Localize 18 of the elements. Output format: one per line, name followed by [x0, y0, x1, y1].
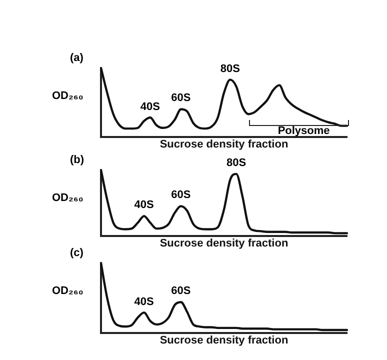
- annotation: 80S: [220, 62, 240, 75]
- annotation: 40S: [140, 100, 160, 113]
- annotation: Polysome: [278, 124, 330, 137]
- annotation: 60S: [171, 285, 191, 298]
- annotation: 40S: [134, 296, 154, 308]
- y-axis-title: OD₂₆₀: [52, 90, 84, 102]
- y-axis-title: OD₂₆₀: [52, 285, 84, 297]
- annotation: 60S: [171, 189, 191, 202]
- chart-title: (a): [70, 52, 84, 64]
- chart-title: (b): [70, 154, 84, 166]
- x-axis-title: Sucrose density fraction: [160, 138, 288, 150]
- annotation: 60S: [171, 92, 191, 104]
- y-axis-title: OD₂₆₀: [52, 192, 84, 204]
- annotation: 40S: [134, 199, 154, 212]
- text: 80S: [226, 156, 246, 169]
- x-axis-title: Sucrose density fraction: [160, 334, 288, 346]
- chart-title: (c): [70, 247, 84, 259]
- x-axis-title: Sucrose density fraction: [160, 237, 288, 250]
